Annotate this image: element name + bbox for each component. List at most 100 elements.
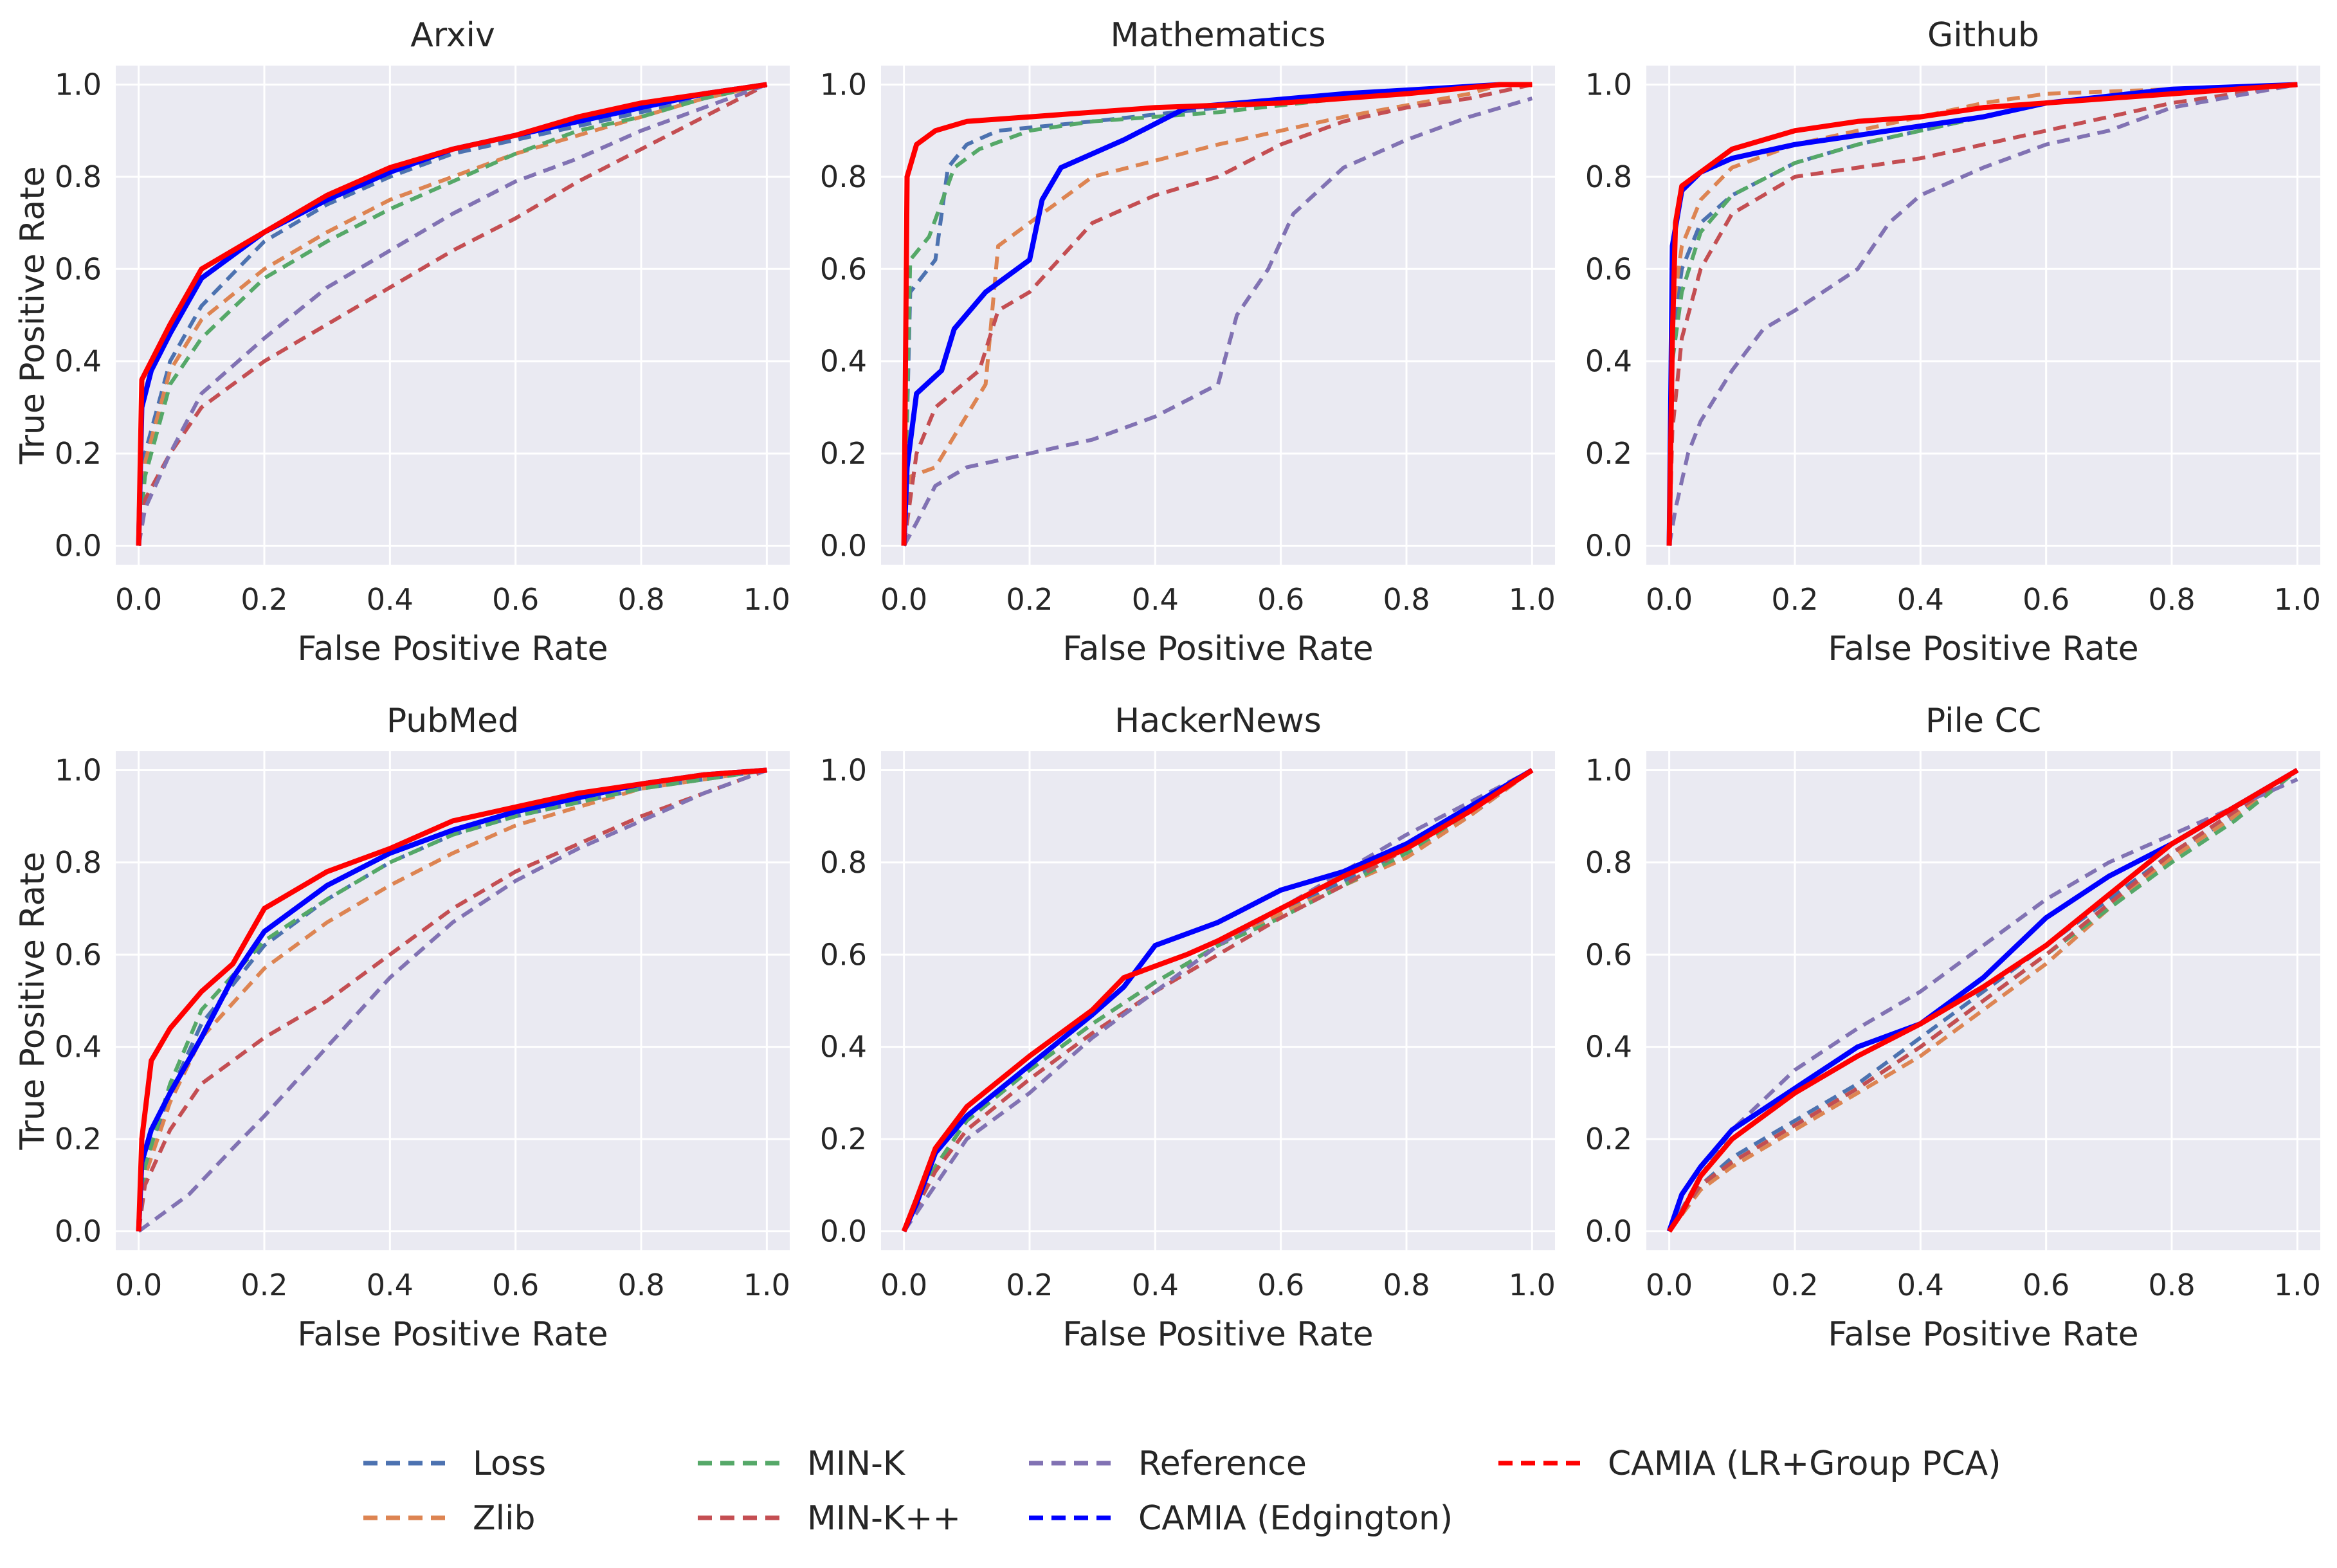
series-line-camia-lr-group-pca [901, 82, 1532, 546]
x-axis-label: False Positive Rate [1828, 1315, 2138, 1354]
series-line-camia-lr-group-pca [1667, 768, 2299, 1233]
series-line-min-k [136, 82, 768, 546]
x-tick-label: 0.6 [2023, 582, 2069, 617]
legend-label: MIN-K [807, 1445, 906, 1483]
x-tick-label: 0.0 [880, 1268, 927, 1302]
plot-background [116, 66, 790, 565]
x-tick-label: 0.2 [1006, 582, 1053, 617]
series-line-min-k [136, 768, 767, 1232]
y-tick-label: 0.8 [1585, 160, 1632, 194]
series-line-reference [136, 82, 768, 547]
panel-pubmed: 0.0 0.0 0.2 0.2 0.4 0.4 0.6 0.6 0.8 0.8 1.0 1.0 PubM… [14, 702, 790, 1354]
panels-group: 0.0 0.0 0.2 0.2 0.4 0.4 0.6 0.6 0.8 0.8 1.0 1.0 Arxi… [14, 16, 2321, 1354]
x-tick-label: 0.0 [1646, 582, 1693, 617]
panel-title: Github [1927, 16, 2039, 55]
x-tick-label: 1.0 [743, 1268, 790, 1302]
x-tick-label: 0.0 [1646, 1268, 1693, 1302]
y-tick-label: 0.8 [820, 845, 867, 880]
y-tick-label: 1.0 [55, 67, 102, 102]
series-line-min-k [1668, 768, 2299, 1233]
x-tick-label: 0.2 [241, 1268, 287, 1302]
legend-label: MIN-K++ [807, 1499, 961, 1538]
x-axis-label: False Positive Rate [297, 630, 608, 668]
x-tick-label: 1.0 [1509, 582, 1556, 617]
series-line-min-k [902, 82, 1532, 546]
x-tick-label: 1.0 [2274, 1268, 2321, 1302]
x-tick-label: 0.6 [492, 582, 539, 617]
y-tick-label: 1.0 [55, 752, 102, 787]
x-tick-label: 0.0 [115, 582, 162, 617]
x-axis-label: False Positive Rate [297, 1315, 608, 1354]
x-tick-label: 0.6 [492, 1268, 539, 1302]
y-tick-label: 0.4 [1585, 1030, 1632, 1064]
legend: Loss Zlib MIN-K MIN-K++ Reference CAMIA (Edgi… [363, 1445, 2001, 1538]
y-tick-label: 0.6 [820, 251, 867, 286]
y-tick-label: 0.6 [820, 937, 867, 972]
panel-hackernews: 0.0 0.0 0.2 0.2 0.4 0.4 0.6 0.6 0.8 0.8 1.0 1.0 Hack… [820, 702, 1556, 1354]
x-tick-label: 0.6 [1257, 582, 1304, 617]
y-tick-label: 0.6 [1585, 251, 1632, 286]
y-tick-label: 0.6 [1585, 937, 1632, 972]
y-tick-label: 1.0 [1585, 752, 1632, 787]
legend-item-min-k: MIN-K [698, 1445, 906, 1483]
legend-label: CAMIA (Edgington) [1138, 1499, 1453, 1538]
x-tick-label: 0.4 [1132, 582, 1179, 617]
x-axis-label: False Positive Rate [1062, 630, 1373, 668]
x-tick-label: 0.8 [1383, 1268, 1430, 1302]
legend-label: Reference [1138, 1445, 1307, 1483]
x-tick-label: 0.8 [1383, 582, 1430, 617]
y-axis-label: True Positive Rate [14, 166, 52, 464]
y-tick-label: 0.0 [1585, 1214, 1632, 1249]
y-tick-label: 0.4 [55, 344, 102, 379]
plot-background [881, 751, 1555, 1250]
y-tick-label: 0.8 [1585, 845, 1632, 880]
y-axis-label: True Positive Rate [14, 852, 52, 1150]
panel-title: Arxiv [410, 16, 495, 55]
series-line-min-k [136, 82, 768, 546]
y-tick-label: 0.0 [820, 1214, 867, 1249]
y-tick-label: 0.2 [820, 1122, 867, 1156]
series-line-zlib [902, 82, 1532, 546]
y-tick-label: 1.0 [1585, 67, 1632, 102]
legend-item-zlib: Zlib [363, 1499, 536, 1538]
x-tick-label: 0.4 [1897, 1268, 1944, 1302]
x-axis-label: False Positive Rate [1062, 1315, 1373, 1354]
y-tick-label: 0.0 [55, 1214, 102, 1249]
series-line-min-k [902, 768, 1533, 1232]
series-line-camia-edgington [136, 82, 767, 546]
x-tick-label: 0.8 [2148, 582, 2195, 617]
legend-item-loss: Loss [363, 1445, 546, 1483]
series-line-camia-lr-group-pca [1666, 82, 2298, 546]
series-line-camia-lr-group-pca [136, 767, 767, 1232]
y-tick-label: 0.2 [55, 436, 102, 471]
x-tick-label: 0.4 [367, 582, 414, 617]
panel-title: HackerNews [1114, 702, 1322, 740]
legend-label: Zlib [473, 1499, 536, 1538]
legend-item-reference: Reference [1029, 1445, 1307, 1483]
y-tick-label: 0.2 [820, 436, 867, 471]
series-line-reference [1667, 82, 2298, 547]
x-tick-label: 0.8 [2148, 1268, 2195, 1302]
series-line-loss [136, 82, 768, 546]
x-tick-label: 0.8 [617, 1268, 664, 1302]
y-tick-label: 0.2 [1585, 1122, 1632, 1156]
panel-github: 0.0 0.0 0.2 0.2 0.4 0.4 0.6 0.6 0.8 0.8 1.0 1.0 Gith… [1585, 16, 2321, 668]
series-line-min-k [902, 82, 1533, 546]
y-tick-label: 0.0 [820, 529, 867, 563]
x-tick-label: 0.2 [1006, 1268, 1053, 1302]
series-line-min-k [1667, 82, 2298, 546]
series-line-camia-edgington [901, 768, 1534, 1233]
panel-title: Pile CC [1925, 702, 2041, 740]
series-line-loss [136, 768, 767, 1232]
series-line-min-k [902, 768, 1534, 1232]
series-line-camia-lr-group-pca [136, 82, 767, 546]
y-tick-label: 0.4 [820, 1030, 867, 1064]
y-tick-label: 0.4 [820, 344, 867, 379]
y-tick-label: 1.0 [820, 67, 867, 102]
y-tick-label: 0.0 [1585, 529, 1632, 563]
x-tick-label: 0.4 [367, 1268, 414, 1302]
plot-background [1646, 66, 2320, 565]
plot-background [116, 751, 790, 1250]
x-tick-label: 1.0 [743, 582, 790, 617]
